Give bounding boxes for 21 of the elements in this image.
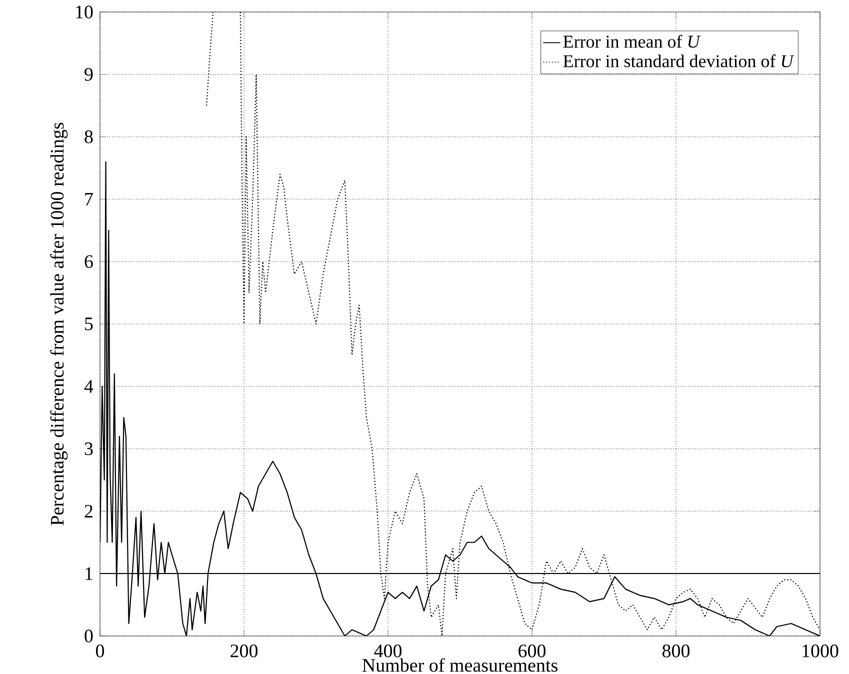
x-tick-label: 800 xyxy=(662,644,690,658)
x-tick-label: 0 xyxy=(96,644,104,658)
y-tick-label: 5 xyxy=(85,318,93,330)
x-tick-label: 1000 xyxy=(802,644,838,658)
legend-label: Error in standard deviation of U xyxy=(563,54,794,68)
y-tick-label: 1 xyxy=(86,567,92,580)
y-tick-label: 0 xyxy=(84,630,93,642)
y-tick-label: 4 xyxy=(84,380,94,393)
x-axis-title: Number of measurements xyxy=(362,658,558,672)
y-tick-label: 10 xyxy=(76,6,93,18)
y-tick-label: 6 xyxy=(84,255,93,268)
y-tick-label: 2 xyxy=(84,504,92,518)
y-tick-label: 3 xyxy=(84,442,93,456)
legend-label: Error in mean of U xyxy=(563,34,701,48)
x-tick-label: 400 xyxy=(374,644,402,658)
x-tick-label: 600 xyxy=(518,644,546,658)
x-tick-label: 200 xyxy=(230,644,258,658)
y-tick-label: 7 xyxy=(85,192,93,206)
y-tick-label: 9 xyxy=(84,68,93,81)
y-tick-label: 8 xyxy=(84,130,93,144)
y-axis-title: Percentage difference from value after 1000 readings xyxy=(50,122,68,526)
